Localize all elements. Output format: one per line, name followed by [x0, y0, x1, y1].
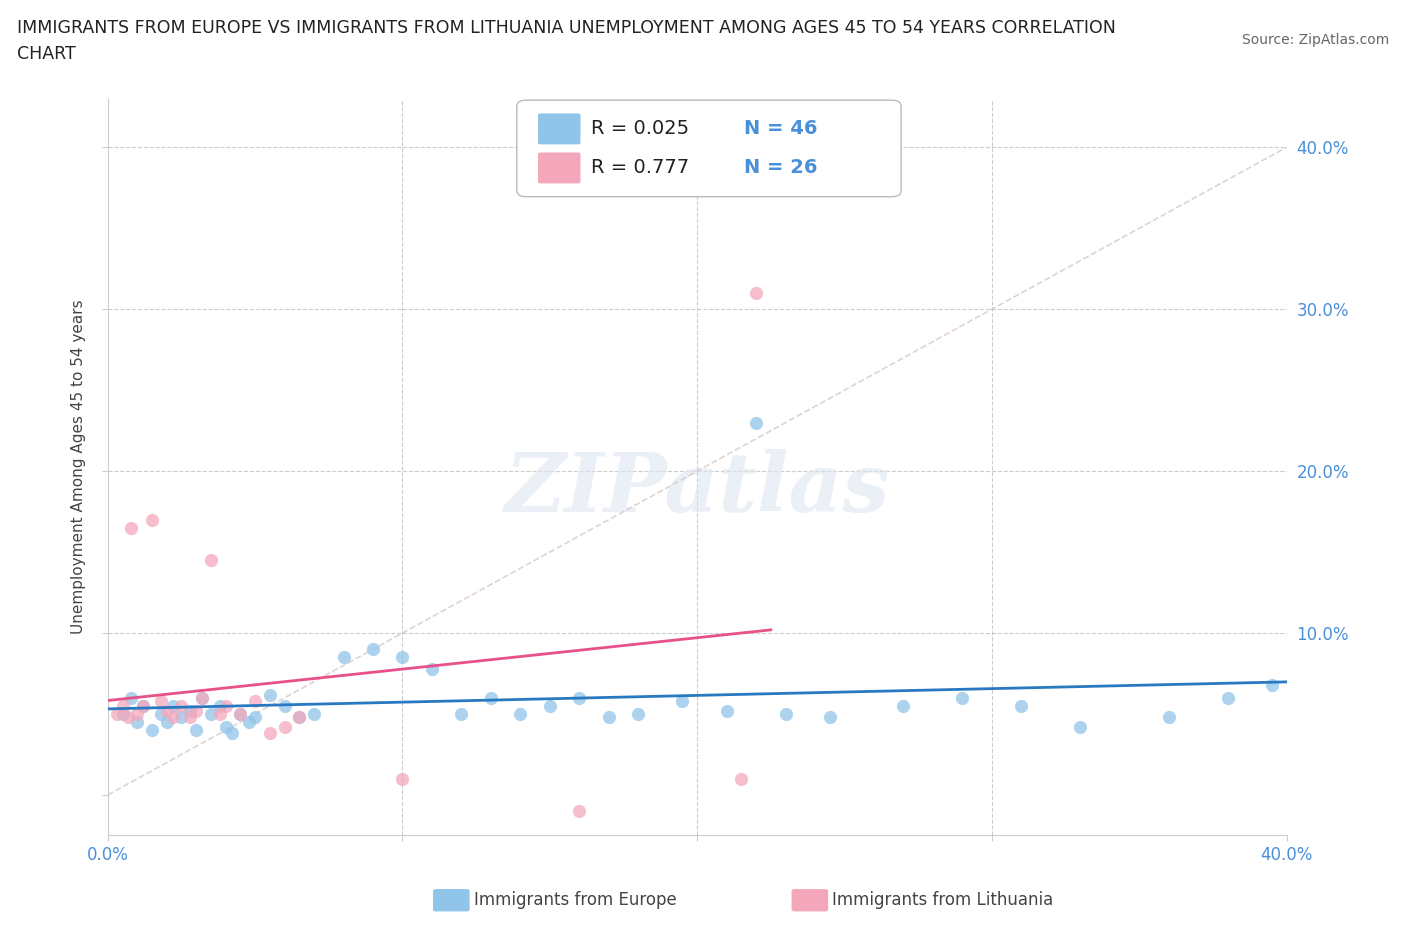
Point — [214, 720, 236, 735]
Point — [1261, 677, 1284, 692]
Point — [221, 726, 243, 741]
Point — [952, 690, 974, 705]
Point — [149, 694, 172, 709]
Text: IMMIGRANTS FROM EUROPE VS IMMIGRANTS FROM LITHUANIA UNEMPLOYMENT AMONG AGES 45 T: IMMIGRANTS FROM EUROPE VS IMMIGRANTS FRO… — [17, 19, 1116, 36]
Point — [149, 707, 172, 722]
Point — [191, 690, 214, 705]
Point — [259, 726, 281, 741]
Point — [627, 707, 650, 722]
Point — [132, 698, 155, 713]
Text: Immigrants from Lithuania: Immigrants from Lithuania — [832, 891, 1053, 910]
Point — [568, 804, 591, 818]
Point — [141, 512, 163, 527]
FancyBboxPatch shape — [538, 113, 581, 144]
Point — [117, 710, 139, 724]
Point — [156, 703, 179, 718]
Point — [302, 707, 325, 722]
Point — [1010, 698, 1032, 713]
Text: ZIPatlas: ZIPatlas — [505, 449, 890, 529]
Point — [208, 698, 231, 713]
Point — [243, 694, 266, 709]
Text: CHART: CHART — [17, 45, 76, 62]
Point — [273, 698, 295, 713]
Y-axis label: Unemployment Among Ages 45 to 54 years: Unemployment Among Ages 45 to 54 years — [72, 299, 86, 634]
Point — [208, 707, 231, 722]
Point — [111, 698, 134, 713]
Point — [179, 703, 201, 718]
Point — [450, 707, 472, 722]
Point — [509, 707, 531, 722]
Point — [162, 710, 184, 724]
Point — [568, 690, 591, 705]
Point — [179, 710, 201, 724]
Point — [893, 698, 915, 713]
Text: Source: ZipAtlas.com: Source: ZipAtlas.com — [1241, 33, 1389, 46]
Point — [186, 723, 208, 737]
Point — [120, 521, 142, 536]
Point — [141, 723, 163, 737]
Point — [332, 650, 354, 665]
Point — [200, 552, 222, 567]
Point — [259, 687, 281, 702]
Text: N = 26: N = 26 — [744, 158, 818, 178]
Point — [479, 690, 502, 705]
Point — [186, 703, 208, 718]
Point — [111, 707, 134, 722]
Point — [671, 694, 693, 709]
Point — [214, 698, 236, 713]
Point — [191, 690, 214, 705]
Point — [229, 707, 252, 722]
Text: N = 46: N = 46 — [744, 119, 818, 139]
Point — [120, 690, 142, 705]
Point — [775, 707, 797, 722]
Point — [238, 714, 260, 729]
Point — [1216, 690, 1239, 705]
Point — [391, 650, 413, 665]
Point — [273, 720, 295, 735]
Point — [745, 286, 768, 300]
Point — [361, 642, 384, 657]
Point — [170, 710, 193, 724]
Point — [127, 714, 149, 729]
Point — [229, 707, 252, 722]
Point — [162, 698, 184, 713]
Text: Immigrants from Europe: Immigrants from Europe — [474, 891, 676, 910]
Point — [127, 707, 149, 722]
Point — [288, 710, 311, 724]
Point — [598, 710, 620, 724]
Text: R = 0.025: R = 0.025 — [591, 119, 689, 139]
Point — [1157, 710, 1180, 724]
Point — [200, 707, 222, 722]
Point — [730, 771, 752, 786]
Point — [132, 698, 155, 713]
Point — [420, 661, 443, 676]
FancyBboxPatch shape — [517, 100, 901, 196]
FancyBboxPatch shape — [538, 153, 581, 183]
Point — [170, 698, 193, 713]
Point — [716, 703, 738, 718]
Point — [538, 698, 561, 713]
Point — [105, 707, 128, 722]
Text: R = 0.777: R = 0.777 — [591, 158, 689, 178]
Point — [243, 710, 266, 724]
Point — [818, 710, 841, 724]
Point — [1069, 720, 1091, 735]
Point — [391, 771, 413, 786]
Point — [745, 415, 768, 430]
Point — [156, 714, 179, 729]
Point — [288, 710, 311, 724]
